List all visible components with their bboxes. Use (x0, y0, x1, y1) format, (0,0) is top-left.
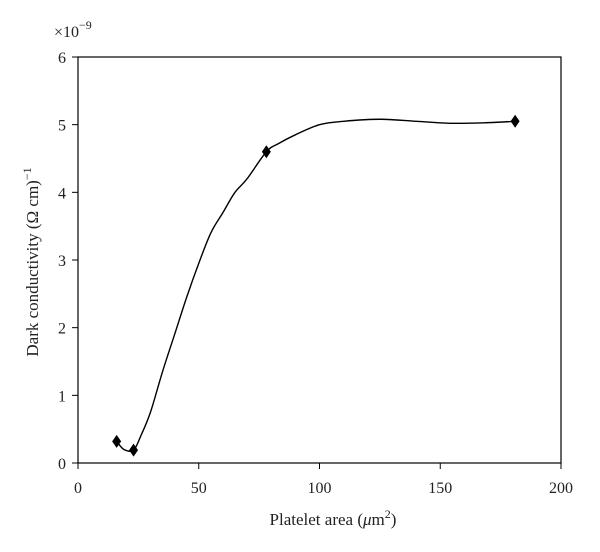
data-point (510, 114, 520, 128)
y-axis-title: Dark conductivity (Ω cm)−1 (20, 167, 42, 356)
data-point (112, 434, 122, 448)
x-tick-label: 50 (191, 480, 207, 497)
y-tick-label: 6 (58, 50, 66, 67)
y-axis-ticks: 0 1 2 3 4 5 6 (58, 50, 78, 473)
axes (77, 56, 562, 464)
y-multiplier-label: ×10−9 (54, 18, 92, 41)
x-axis-ticks: 0 50 100 150 200 (74, 463, 573, 497)
y-multiplier-base: ×10 (54, 24, 79, 41)
plot-frame (77, 56, 562, 464)
data-markers (112, 114, 520, 457)
x-axis-title-sup: 2 (385, 507, 391, 521)
x-axis-title-close: ) (391, 510, 397, 529)
y-tick-label: 5 (58, 118, 66, 135)
data-point (129, 443, 139, 457)
data-point (261, 145, 271, 159)
x-axis-title-main: Platelet area ( (270, 510, 364, 529)
y-tick-label: 2 (58, 321, 66, 338)
y-axis-title-sup: −1 (20, 167, 34, 180)
x-tick-label: 100 (308, 480, 332, 497)
x-axis-title-unit: m (372, 510, 385, 529)
y-multiplier-exponent: −9 (79, 18, 92, 32)
y-tick-label: 3 (58, 253, 66, 270)
x-tick-label: 200 (549, 480, 573, 497)
x-tick-label: 150 (428, 480, 452, 497)
y-tick-label: 1 (58, 388, 66, 405)
y-axis-title-main: Dark conductivity (Ω cm) (23, 180, 42, 356)
x-tick-label: 0 (74, 480, 82, 497)
x-axis-title: Platelet area (μm2) (270, 507, 397, 529)
y-tick-label: 0 (58, 456, 66, 473)
trend-curve (116, 118, 516, 453)
x-axis-title-mu: μ (362, 510, 372, 529)
y-tick-label: 4 (58, 185, 66, 202)
